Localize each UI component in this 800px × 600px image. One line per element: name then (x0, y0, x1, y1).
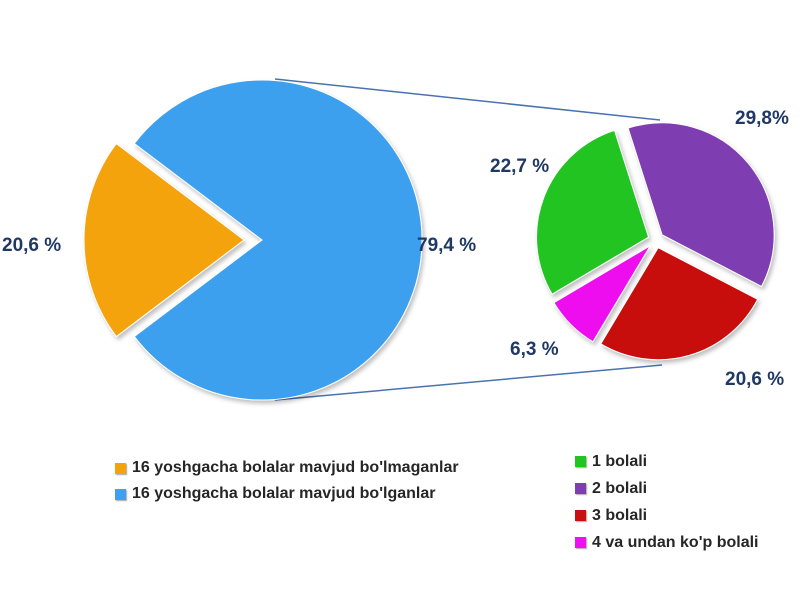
pie-slice-4plus-children (553, 245, 651, 343)
data-label-2-children: 29,8% (735, 108, 789, 129)
pie-slice-with-children (133, 79, 423, 401)
data-label-3-children: 20,6 % (725, 369, 784, 390)
pie-slice-no-children (83, 142, 245, 338)
legend-label: 16 yoshgacha bolalar mavjud bo'lmaganlar (132, 459, 459, 476)
legend-swatch-magenta (575, 537, 586, 548)
legend-label: 3 bolali (592, 506, 648, 524)
legend-label: 16 yoshgacha bolalar mavjud bo'lganlar (132, 485, 436, 502)
legend-label: 1 bolali (592, 452, 648, 470)
pie-slice-2-children (627, 122, 775, 288)
connector-line-bottom (274, 364, 663, 401)
legend-label: 2 bolali (592, 479, 648, 497)
legend-item-no-children: 16 yoshgacha bolalar mavjud bo'lmaganlar (115, 455, 459, 481)
data-label-4plus-children: 6,3 % (510, 339, 559, 360)
legend-swatch-purple (575, 483, 586, 494)
legend-main: 16 yoshgacha bolalar mavjud bo'lmaganlar… (115, 455, 459, 507)
pie-slice-1-child (536, 129, 650, 295)
legend-swatch-blue (115, 488, 126, 500)
secondary-pie (536, 122, 775, 361)
legend-item-4plus-children: 4 va undan ko'p bolali (575, 529, 759, 556)
pie-slice-3-children (600, 247, 759, 361)
data-label-no-children: 20,6 % (2, 235, 61, 256)
legend-item-3-children: 3 bolali (575, 502, 759, 529)
legend-swatch-orange (115, 462, 126, 474)
legend-label: 4 va undan ko'p bolali (592, 533, 759, 551)
connector-line-top (274, 78, 661, 121)
data-label-with-children: 79,4 % (417, 235, 476, 256)
legend-item-1-child: 1 bolali (575, 448, 759, 475)
legend-item-with-children: 16 yoshgacha bolalar mavjud bo'lganlar (115, 481, 459, 507)
legend-swatch-red (575, 510, 586, 521)
main-pie (83, 79, 423, 401)
legend-item-2-children: 2 bolali (575, 475, 759, 502)
data-label-1-child: 22,7 % (490, 156, 549, 177)
legend-secondary: 1 bolali 2 bolali 3 bolali 4 va undan ko… (575, 448, 759, 556)
legend-swatch-green (575, 456, 586, 467)
